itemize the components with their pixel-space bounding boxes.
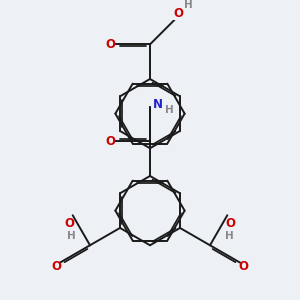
Text: H: H — [225, 231, 233, 241]
Text: O: O — [238, 260, 248, 272]
Text: H: H — [165, 105, 173, 115]
Text: O: O — [52, 260, 61, 272]
Text: O: O — [105, 135, 115, 148]
Text: H: H — [184, 0, 193, 10]
Text: O: O — [64, 218, 74, 230]
Text: O: O — [174, 7, 184, 20]
Text: H: H — [67, 231, 75, 241]
Text: O: O — [105, 38, 115, 51]
Text: O: O — [226, 218, 236, 230]
Text: N: N — [153, 98, 163, 112]
